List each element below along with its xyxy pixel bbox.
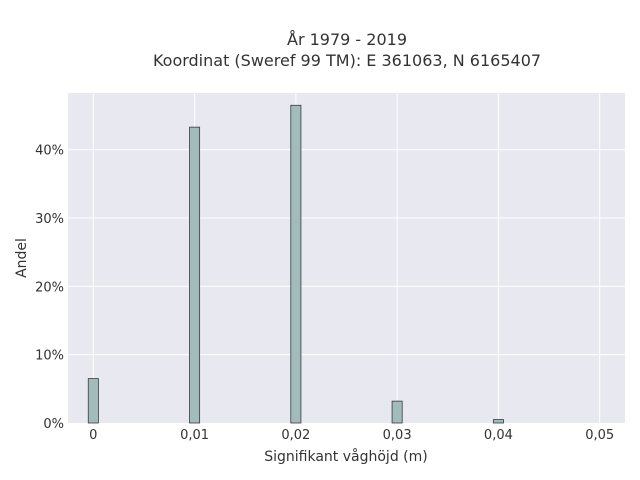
histogram-bar-0: [87, 378, 99, 424]
x-tick-label: 0,01: [180, 428, 209, 443]
bars: [87, 104, 504, 424]
y-tick-label: 10%: [35, 349, 64, 364]
x-tick-label: 0,02: [281, 428, 310, 443]
histogram-bar-1: [189, 126, 201, 424]
chart-title-line1: År 1979 - 2019: [287, 30, 407, 49]
y-tick-label: 0%: [43, 417, 64, 432]
y-axis-ticks: 0% 10% 20% 30% 40%: [35, 144, 64, 432]
histogram-bar-3: [391, 400, 403, 424]
histogram-bar-4: [492, 419, 504, 424]
x-tick-label: 0: [89, 428, 97, 443]
x-tick-label: 0,05: [585, 428, 614, 443]
x-axis-ticks: 0 0,01 0,02 0,03 0,04 0,05: [89, 428, 614, 443]
y-tick-label: 40%: [35, 144, 64, 159]
plot-area: [68, 93, 625, 423]
x-tick-label: 0,03: [383, 428, 412, 443]
x-axis-title: Signifikant våghöjd (m): [264, 448, 427, 465]
y-axis-title: Andel: [14, 238, 30, 278]
x-tick-label: 0,04: [484, 428, 513, 443]
y-tick-label: 30%: [35, 212, 64, 227]
chart-title-line2: Koordinat (Sweref 99 TM): E 361063, N 61…: [153, 51, 541, 70]
histogram-bar-2: [290, 104, 302, 424]
y-tick-label: 20%: [35, 280, 64, 295]
